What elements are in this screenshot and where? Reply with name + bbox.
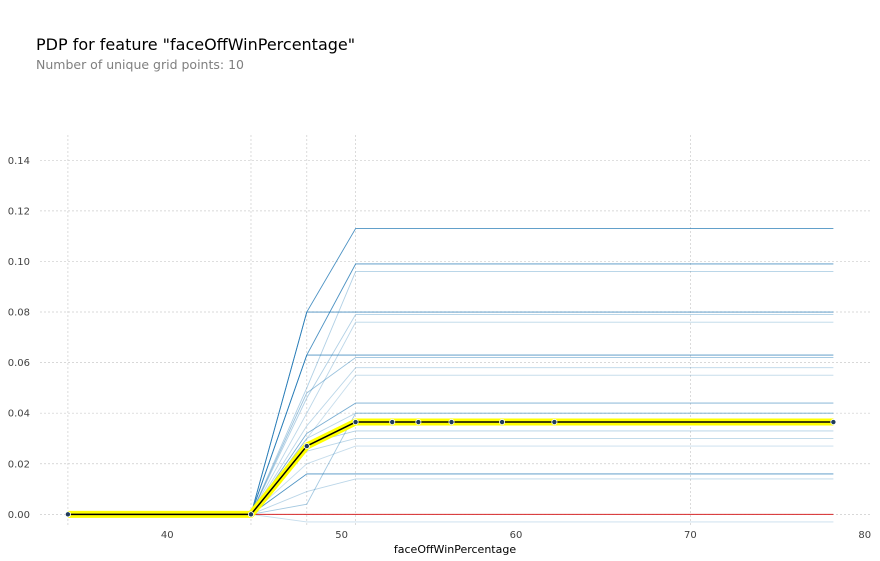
y-tick-label: 0.10 [8, 257, 30, 268]
ice-line [67, 473, 834, 515]
average-point [830, 419, 837, 426]
ice-line [67, 513, 834, 523]
chart-title: PDP for feature "faceOffWinPercentage" [36, 35, 356, 54]
ice-lines [67, 228, 834, 523]
average-point [389, 419, 396, 426]
y-tick-label: 0.12 [8, 206, 30, 217]
average-point [303, 443, 310, 450]
average-point [448, 419, 455, 426]
ice-line [67, 367, 834, 515]
y-tick-label: 0.04 [8, 409, 30, 420]
x-tick-label: 60 [510, 530, 523, 541]
ice-line [67, 478, 834, 515]
ice-line [67, 402, 834, 515]
ice-line [67, 263, 834, 515]
x-tick-label: 70 [684, 530, 697, 541]
ice-line [67, 445, 834, 515]
average-line [67, 421, 834, 516]
y-tick-label: 0.14 [8, 156, 30, 167]
ice-line [67, 311, 834, 515]
average-band [67, 418, 834, 518]
x-tick-label: 40 [161, 530, 174, 541]
ice-line [67, 412, 834, 515]
x-axis-label: faceOffWinPercentage [394, 543, 516, 556]
y-tick-label: 0.00 [8, 510, 30, 521]
average-point [551, 419, 558, 426]
average-point [64, 511, 71, 518]
y-tick-label: 0.02 [8, 459, 30, 470]
chart-subtitle: Number of unique grid points: 10 [36, 57, 244, 72]
ice-line [67, 412, 834, 515]
average-point [352, 419, 359, 426]
average-point [247, 511, 254, 518]
ice-line [67, 430, 834, 515]
y-tick-label: 0.08 [8, 308, 30, 319]
ice-line [67, 357, 834, 515]
ice-line [67, 438, 834, 515]
grid-lines [40, 135, 870, 527]
x-tick-label: 50 [335, 530, 348, 541]
ice-line [67, 374, 834, 515]
y-tick-label: 0.06 [8, 358, 30, 369]
x-tick-label: 80 [858, 530, 871, 541]
ice-line [67, 314, 834, 515]
y-axis-ticks: 0.00 0.02 0.04 0.06 0.08 0.10 0.12 0.14 [8, 156, 30, 521]
ice-line [67, 321, 834, 515]
x-axis-ticks: 40 50 60 70 80 [161, 530, 871, 541]
ice-line [67, 271, 834, 515]
average-point [415, 419, 422, 426]
ice-line [67, 354, 834, 515]
average-line [64, 418, 837, 518]
average-point [499, 419, 506, 426]
